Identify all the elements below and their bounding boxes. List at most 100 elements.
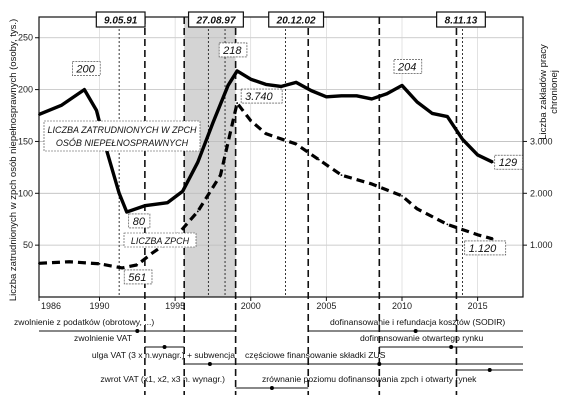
value-label-box bbox=[218, 42, 248, 58]
date-marker-label: 9.05.91 bbox=[104, 16, 138, 27]
value-label: 80 bbox=[133, 216, 146, 228]
date-marker-box bbox=[187, 11, 244, 28]
data-point-employees bbox=[401, 84, 403, 87]
timeline-label: zwolnienie VAT bbox=[74, 333, 133, 343]
y-left-tick-label: 250 bbox=[18, 33, 33, 43]
data-point-employees bbox=[431, 112, 434, 115]
data-point-employees bbox=[83, 88, 86, 91]
data-point-zpch bbox=[446, 223, 449, 226]
data-point-employees bbox=[325, 95, 328, 98]
data-point-zpch bbox=[295, 143, 298, 145]
value-label: 218 bbox=[222, 45, 242, 57]
value-label: 129 bbox=[499, 157, 517, 169]
data-point-employees bbox=[280, 85, 282, 88]
timeline-label: zwrot VAT (x1, x2, x3 n. wynagr.) bbox=[100, 374, 225, 384]
date-marker-label: 8.11.13 bbox=[445, 16, 478, 27]
data-point-zpch bbox=[416, 207, 419, 210]
data-point-employees bbox=[118, 192, 121, 195]
data-point-zpch bbox=[431, 215, 434, 218]
value-label-box bbox=[72, 61, 101, 76]
y-left-tick-label: 100 bbox=[18, 188, 33, 198]
date-marker-label: 27.08.97 bbox=[195, 16, 235, 27]
x-tick-label: 1986 bbox=[41, 301, 61, 311]
value-label-box bbox=[240, 88, 283, 104]
data-point-zpch bbox=[68, 260, 71, 263]
timeline-dot bbox=[487, 368, 492, 372]
data-point-zpch bbox=[151, 252, 154, 254]
value-label: 3.740 bbox=[245, 91, 273, 103]
timeline-dot bbox=[449, 345, 454, 349]
data-point-employees bbox=[196, 161, 199, 164]
value-label-box bbox=[494, 154, 523, 170]
shaded-period-layer bbox=[184, 17, 236, 297]
data-point-zpch bbox=[249, 119, 252, 122]
data-point-employees bbox=[310, 89, 313, 92]
data-point-zpch bbox=[38, 262, 40, 265]
data-point-zpch bbox=[264, 132, 267, 135]
date-marker-box bbox=[436, 11, 486, 28]
timeline-dot bbox=[413, 329, 418, 333]
value-label-box bbox=[393, 59, 423, 74]
data-point-zpch bbox=[136, 263, 139, 266]
timeline-dot bbox=[377, 362, 382, 366]
data-point-zpch bbox=[196, 210, 199, 213]
timeline-dot bbox=[269, 386, 274, 390]
series-label-box-zpch bbox=[123, 232, 197, 248]
y-right-tick-label: 1.000 bbox=[530, 240, 553, 250]
value-label-box bbox=[123, 269, 153, 285]
x-tick-label: 2015 bbox=[468, 301, 488, 311]
axes-layer: 50 100 150 200 250 1.000 2.000 3.000 1986 1990 199… bbox=[18, 33, 553, 311]
y-left-tick-label: 200 bbox=[18, 85, 33, 95]
data-point-employees bbox=[106, 150, 108, 153]
x-tick-label: 2005 bbox=[316, 301, 336, 311]
timeline-label: częściowe finansowanie składki ZUS bbox=[245, 350, 386, 360]
timeline-dot bbox=[135, 329, 140, 333]
value-label: 561 bbox=[128, 272, 146, 284]
value-label-box bbox=[128, 213, 151, 229]
data-point-employees bbox=[143, 204, 146, 207]
value-label: 204 bbox=[397, 61, 416, 73]
y-left-axis-label: Liczba zatrudnionych w zpch osób niepełn… bbox=[8, 19, 19, 301]
x-tick-label: 2000 bbox=[241, 301, 261, 311]
series-label-box-employees bbox=[43, 120, 201, 152]
y-right-axis-label-line2: chronionej bbox=[549, 70, 560, 114]
data-point-zpch bbox=[401, 194, 403, 197]
series-label-zpch: LICZBA ZPCH bbox=[131, 236, 190, 246]
data-point-zpch bbox=[340, 174, 343, 177]
timeline-label: dofinansowanie otwartego rynku bbox=[360, 333, 483, 343]
date-marker-box bbox=[268, 11, 325, 28]
y-left-tick-label: 150 bbox=[18, 136, 33, 146]
data-point-zpch bbox=[491, 238, 494, 240]
data-point-zpch bbox=[370, 183, 373, 185]
data-point-zpch bbox=[476, 233, 479, 236]
x-tick-label: 1995 bbox=[165, 301, 185, 311]
data-point-zpch bbox=[236, 102, 239, 104]
x-tick-label: 2010 bbox=[392, 301, 412, 311]
data-point-employees bbox=[461, 138, 464, 141]
data-point-employees bbox=[38, 113, 40, 116]
data-point-employees bbox=[491, 161, 494, 164]
data-point-employees bbox=[385, 92, 388, 95]
data-point-employees bbox=[236, 70, 239, 72]
timeline-dot bbox=[207, 362, 212, 366]
value-label: 200 bbox=[75, 64, 95, 76]
data-point-employees bbox=[340, 94, 343, 97]
data-point-employees bbox=[370, 98, 373, 100]
data-point-employees bbox=[166, 201, 169, 204]
shaded-period bbox=[184, 17, 236, 297]
data-point-employees bbox=[446, 115, 449, 118]
x-tick-label: 1990 bbox=[89, 301, 109, 311]
value-label: 1.120 bbox=[469, 243, 497, 255]
data-point-zpch bbox=[98, 262, 101, 265]
data-point-employees bbox=[60, 104, 63, 107]
date-marker-box bbox=[95, 11, 146, 28]
data-point-zpch bbox=[461, 228, 464, 231]
y-left-tick-label: 50 bbox=[23, 240, 33, 250]
value-label-box bbox=[464, 240, 507, 256]
y-right-tick-label: 3.000 bbox=[530, 136, 553, 146]
timeline-label: zwolnienie z podatków (obrotowy, ...) bbox=[14, 317, 154, 327]
data-point-zpch bbox=[317, 158, 320, 161]
series-layer bbox=[38, 69, 494, 270]
series-label-employees-line1: LICZBA ZATRUDNIONYCH W ZPCH bbox=[47, 125, 197, 135]
